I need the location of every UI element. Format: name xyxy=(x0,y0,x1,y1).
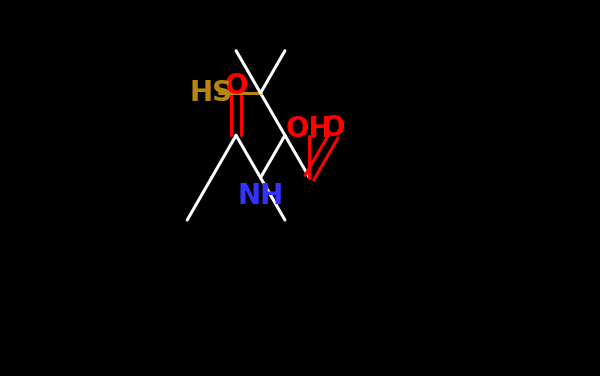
Text: O: O xyxy=(322,114,346,142)
Text: O: O xyxy=(224,72,248,100)
Text: NH: NH xyxy=(238,182,284,211)
Text: OH: OH xyxy=(286,115,333,143)
Text: HS: HS xyxy=(190,79,233,107)
